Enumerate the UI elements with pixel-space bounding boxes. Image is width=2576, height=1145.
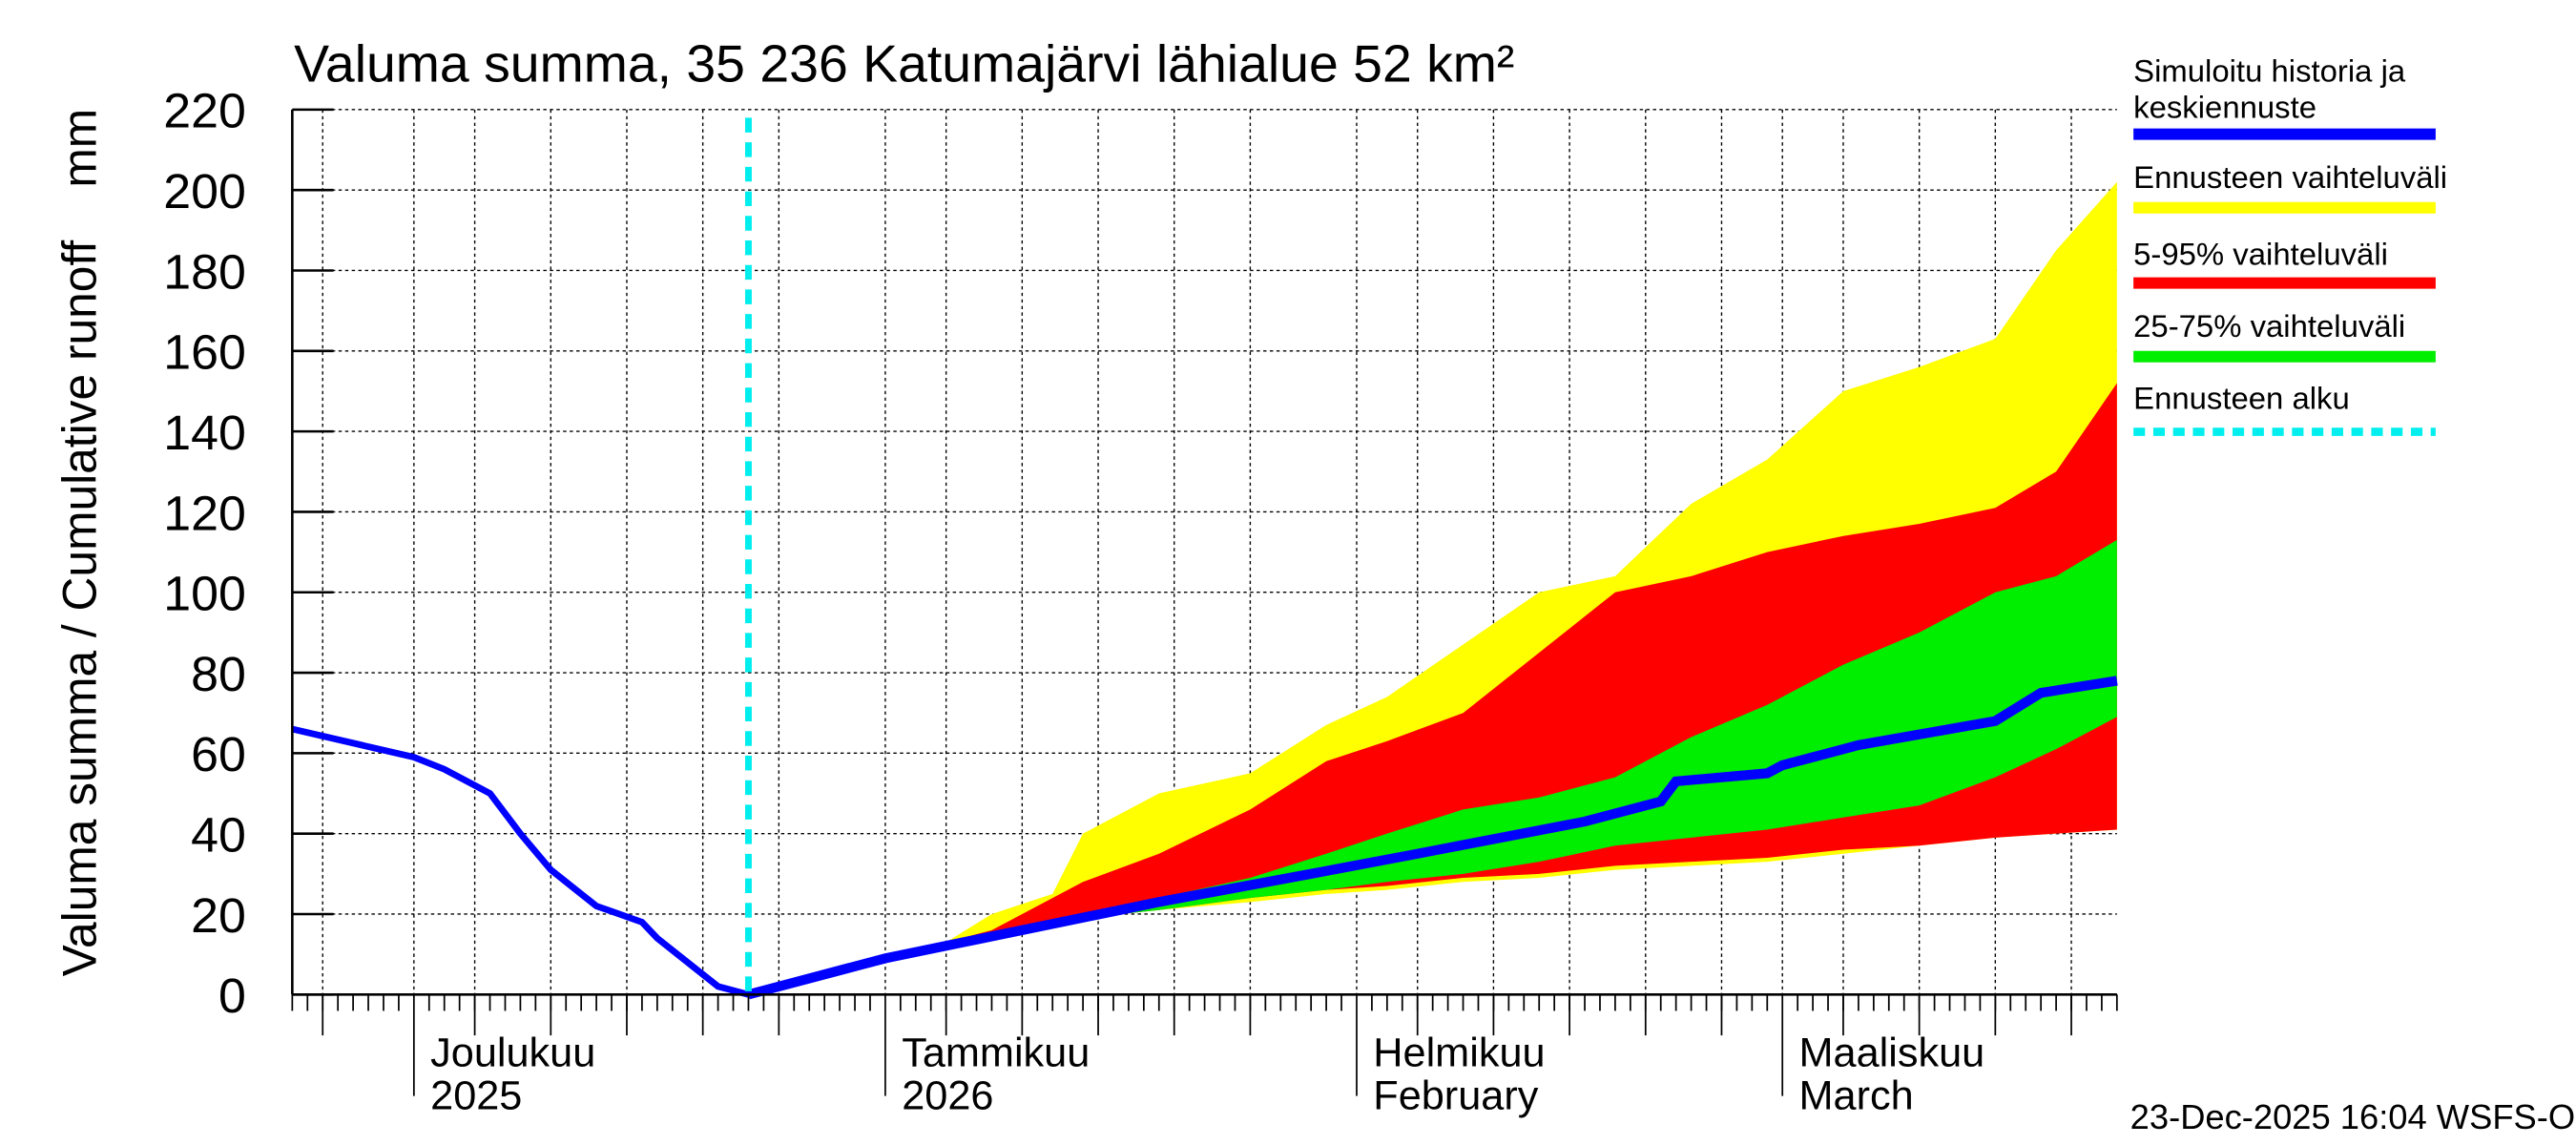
y-tick-label: 20 [191, 887, 246, 943]
grid [292, 109, 2117, 995]
y-tick-label: 80 [191, 646, 246, 701]
legend-label: Ennusteen vaihteluväli [2133, 159, 2447, 195]
y-tick-label: 40 [191, 807, 246, 863]
month-year-label: March [1799, 1072, 1914, 1118]
month-year-label: 2026 [902, 1072, 993, 1118]
y-tick-label: 140 [163, 405, 246, 460]
month-label: Helmikuu [1373, 1030, 1545, 1076]
month-year-label: February [1373, 1072, 1539, 1118]
y-tick-label: 220 [163, 83, 246, 138]
band-5-95-vaihteluv-li [748, 383, 2117, 995]
legend-label: keskiennuste [2133, 90, 2316, 125]
lines [291, 117, 2118, 1000]
axes: 020406080100120140160180200220Joulukuu20… [163, 83, 2118, 1118]
month-year-label: 2025 [430, 1072, 522, 1118]
y-tick-label: 60 [191, 726, 246, 781]
legend-label: Simuloitu historia ja [2133, 53, 2406, 89]
bands [748, 181, 2117, 995]
history-line [291, 725, 750, 998]
legend-label: 25-75% vaihteluväli [2133, 308, 2405, 344]
legend-label: Ennusteen alku [2133, 381, 2350, 416]
y-tick-label: 160 [163, 324, 246, 380]
y-tick-label: 120 [163, 485, 246, 540]
y-axis-label: Valuma summa / Cumulative runoff mm [52, 109, 106, 977]
month-label: Maaliskuu [1799, 1030, 1985, 1076]
month-label: Tammikuu [902, 1030, 1090, 1076]
median-line [747, 676, 2118, 1000]
y-tick-label: 200 [163, 163, 246, 219]
y-tick-label: 100 [163, 566, 246, 621]
timestamp: 23-Dec-2025 16:04 WSFS-O [2130, 1097, 2575, 1136]
band-25-75-vaihteluv-li [748, 539, 2117, 995]
y-tick-label: 0 [218, 968, 246, 1023]
chart-title: Valuma summa, 35 236 Katumajärvi lähialu… [294, 34, 1514, 94]
y-tick-label: 180 [163, 244, 246, 300]
legend-label: 5-95% vaihteluväli [2133, 237, 2388, 272]
month-label: Joulukuu [430, 1030, 595, 1076]
